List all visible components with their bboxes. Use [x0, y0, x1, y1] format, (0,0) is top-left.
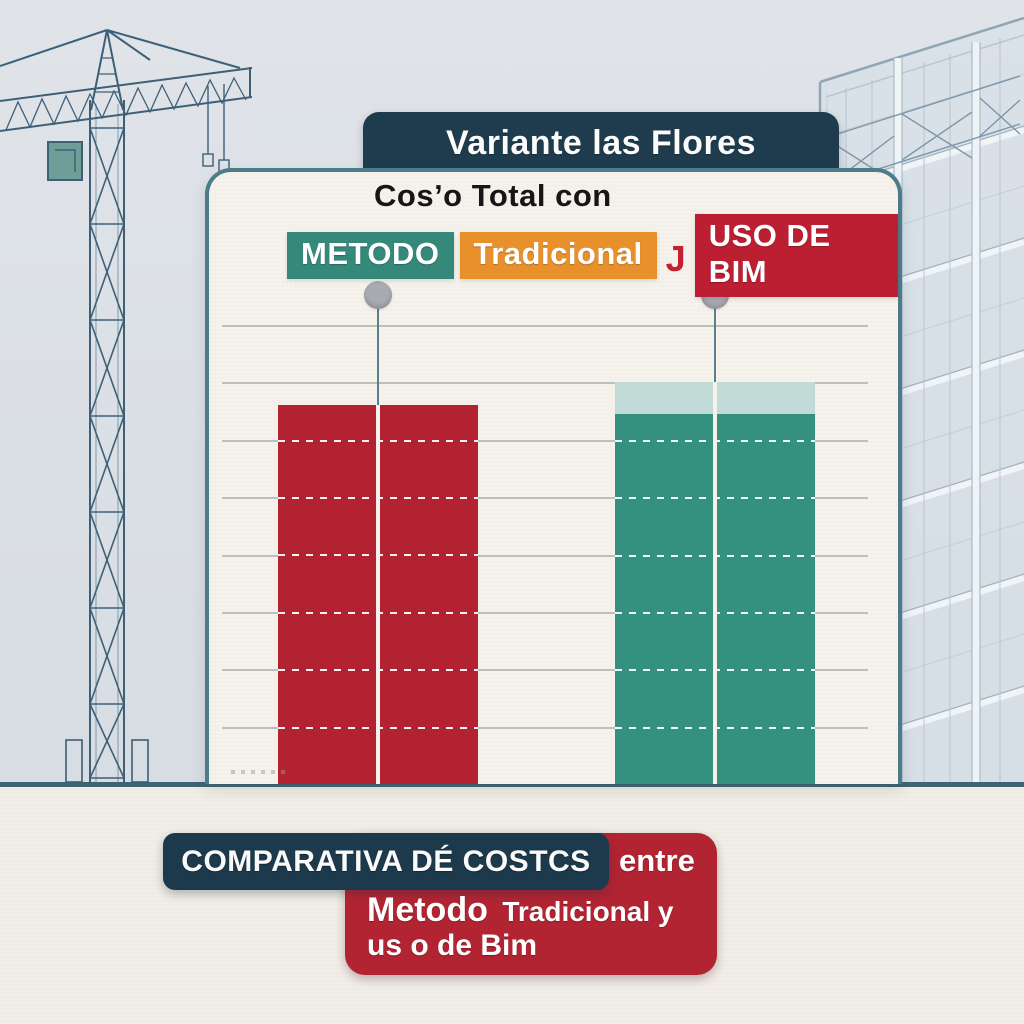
- gridline: [222, 669, 868, 672]
- bar-center-stripe: [376, 405, 380, 784]
- bar-center-stripe: [713, 382, 717, 784]
- gridline: [222, 554, 868, 557]
- bottom-entre-text: entre: [619, 843, 695, 878]
- bottom-line2-strong: Metodo: [367, 891, 488, 929]
- bar-metodo-tradicional: [278, 405, 478, 784]
- gridline: [222, 325, 868, 327]
- badge-row: METODO Tradicional J USO DE BIM: [287, 214, 898, 297]
- micro-marks-decoration: [231, 770, 291, 774]
- pin-line: [377, 307, 379, 406]
- bottom-line3: us o de Bim: [367, 929, 538, 962]
- bar-uso-de-bim: [615, 382, 815, 784]
- gridline: [222, 726, 868, 729]
- chart-area: [209, 172, 898, 784]
- badge-uso-de-bim: USO DE BIM: [694, 214, 898, 297]
- top-banner-title: Variante las Flores: [446, 123, 756, 162]
- gridline: [222, 439, 868, 442]
- badge-metodo: METODO: [287, 232, 454, 279]
- bottom-title-text: COMPARATIVA DÉ COSTCS: [181, 844, 591, 878]
- badge-tradicional: Tradicional: [459, 232, 657, 279]
- bottom-title-dark: COMPARATIVA DÉ COSTCS: [163, 833, 609, 890]
- pin-marker: [364, 281, 392, 309]
- gridline: [222, 382, 868, 385]
- chart-panel: Cosʼo Total con METODO Tradicional J USO DE…: [205, 168, 902, 784]
- panel-subtitle: Cosʼo Total con: [374, 178, 612, 213]
- crane-illustration: [0, 29, 253, 783]
- gridline: [222, 497, 868, 500]
- top-banner: Variante las Flores: [363, 112, 839, 174]
- bottom-line2: Metodo Tradicional y: [367, 891, 673, 930]
- gridline: [222, 611, 868, 614]
- bottom-line2-rest: Tradicional y: [502, 896, 674, 927]
- pin-line: [714, 307, 716, 383]
- badge-separator-glyph: J: [665, 237, 686, 279]
